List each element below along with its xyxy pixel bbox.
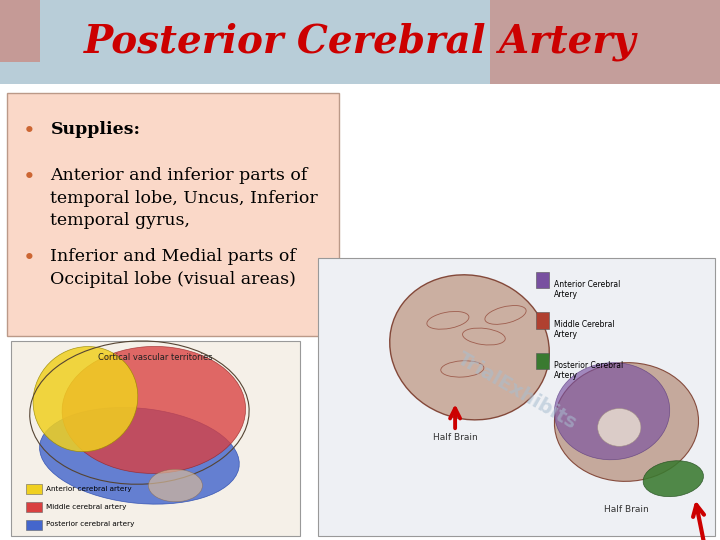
Text: Supplies:: Supplies: (50, 122, 140, 138)
Text: Inferior and Medial parts of
Occipital lobe (visual areas): Inferior and Medial parts of Occipital l… (50, 248, 296, 288)
Text: Posterior Cerebral
Artery: Posterior Cerebral Artery (554, 361, 623, 380)
Ellipse shape (643, 461, 703, 497)
Text: Anterior and inferior parts of
temporal lobe, Uncus, Inferior
temporal gyrus,: Anterior and inferior parts of temporal … (50, 167, 318, 229)
FancyBboxPatch shape (490, 0, 720, 84)
Ellipse shape (148, 469, 202, 502)
Text: Posterior Cerebral Artery: Posterior Cerebral Artery (84, 23, 636, 61)
Text: TrialExhibits: TrialExhibits (454, 349, 580, 434)
FancyBboxPatch shape (26, 520, 42, 530)
Text: Half Brain: Half Brain (433, 433, 477, 442)
Ellipse shape (62, 347, 246, 474)
Text: •: • (22, 167, 35, 187)
Text: Middle cerebral artery: Middle cerebral artery (46, 503, 127, 510)
Text: Posterior cerebral artery: Posterior cerebral artery (46, 521, 135, 528)
FancyBboxPatch shape (26, 502, 42, 512)
FancyBboxPatch shape (536, 313, 549, 329)
Text: Cortical vascular territories: Cortical vascular territories (98, 353, 212, 362)
FancyBboxPatch shape (536, 353, 549, 369)
Text: Middle Cerebral
Artery: Middle Cerebral Artery (554, 320, 614, 340)
Text: Anterior cerebral artery: Anterior cerebral artery (46, 485, 132, 492)
Ellipse shape (554, 363, 670, 460)
FancyBboxPatch shape (7, 93, 339, 336)
FancyBboxPatch shape (536, 272, 549, 288)
FancyBboxPatch shape (0, 0, 720, 84)
Text: •: • (22, 122, 35, 141)
Ellipse shape (40, 408, 239, 504)
FancyBboxPatch shape (0, 0, 40, 62)
FancyBboxPatch shape (26, 484, 42, 494)
Text: Half Brain: Half Brain (604, 505, 649, 514)
Text: Anterior Cerebral
Artery: Anterior Cerebral Artery (554, 280, 620, 299)
Ellipse shape (598, 408, 641, 446)
Ellipse shape (554, 363, 698, 481)
FancyBboxPatch shape (318, 258, 715, 536)
Text: •: • (22, 248, 35, 268)
Ellipse shape (33, 347, 138, 451)
Ellipse shape (390, 275, 549, 420)
FancyBboxPatch shape (11, 341, 300, 536)
